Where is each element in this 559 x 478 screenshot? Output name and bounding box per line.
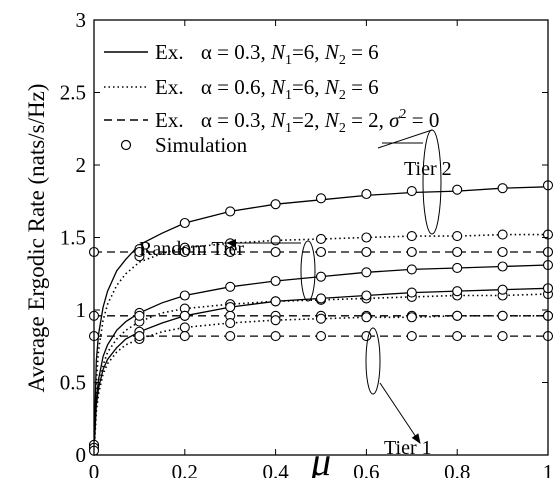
simulation-marker: [225, 246, 236, 258]
annotation-random-tier: Random Tier: [139, 238, 244, 260]
tier1-ellipse: [365, 327, 381, 395]
legend-entry-3: Ex. α = 0.3, N1=2, N2 = 2, σ2 = 0: [155, 107, 439, 136]
simulation-marker: [406, 264, 417, 275]
simulation-marker: [497, 261, 508, 272]
simulation-marker: [270, 235, 281, 246]
x-tick-label: 1: [543, 460, 554, 478]
x-tick-label: 0: [89, 460, 100, 478]
y-tick-label: 0.5: [60, 371, 86, 395]
simulation-marker: [497, 310, 508, 321]
x-tick-label: 0.2: [172, 460, 198, 478]
simulation-marker: [361, 312, 372, 323]
simulation-marker: [134, 331, 145, 342]
simulation-marker: [270, 315, 281, 326]
simulation-marker: [497, 284, 508, 295]
simulation-marker: [134, 246, 145, 258]
simulation-marker: [361, 267, 372, 278]
y-tick-label: 2: [76, 153, 87, 177]
simulation-marker: [406, 231, 417, 242]
simulation-marker: [361, 290, 372, 301]
simulation-marker: [179, 290, 190, 301]
y-tick-label: 0: [76, 443, 87, 467]
simulation-marker: [406, 246, 417, 258]
simulation-marker: [315, 313, 327, 324]
annotation-tier2: Tier 2: [404, 158, 452, 180]
series-line-dotted-random-tier: [93, 293, 549, 453]
y-tick-label: 1.5: [60, 226, 86, 250]
simulation-markers: [88, 180, 554, 456]
legend-entry-4: Simulation: [155, 133, 248, 157]
simulation-marker: [497, 246, 508, 258]
simulation-marker: [134, 310, 145, 321]
series-line-solid-tier-2: [93, 186, 549, 451]
simulation-marker: [452, 184, 463, 195]
y-axis-label: Average Ergodic Rate (nats/s/Hz): [24, 84, 49, 393]
simulation-marker: [225, 331, 236, 342]
simulation-marker: [452, 246, 463, 258]
simulation-marker: [315, 246, 327, 258]
series-line-dotted-tier-1: [93, 315, 548, 453]
simulation-marker: [315, 271, 327, 282]
simulation-marker: [179, 310, 190, 321]
simulation-marker: [497, 229, 508, 240]
y-tick-label: 1: [76, 298, 87, 322]
x-axis-label: μ: [310, 439, 331, 478]
simulation-marker: [361, 188, 372, 200]
simulation-marker: [270, 275, 281, 287]
tier1-arrow: [379, 382, 421, 444]
simulation-marker: [406, 287, 417, 298]
tier2-arrow-shaft: [377, 129, 433, 149]
simulation-marker: [179, 322, 190, 333]
x-tick-label: 0.4: [262, 460, 289, 478]
x-tick-label: 0.8: [444, 460, 470, 478]
legend-entry-1: Ex. α = 0.3, N1=6, N2 = 6: [155, 40, 379, 68]
simulation-marker: [225, 317, 236, 329]
simulation-marker: [406, 331, 417, 342]
simulation-marker: [270, 246, 281, 258]
series-line-solid-random-tier: [93, 264, 549, 451]
simulation-marker: [406, 186, 417, 197]
simulation-marker: [497, 183, 508, 194]
annotation-tier1: Tier 1: [384, 437, 432, 459]
simulation-marker: [361, 246, 372, 258]
random-tier-ellipse: [300, 240, 316, 302]
x-tick-label: 0.6: [353, 460, 379, 478]
simulation-marker: [452, 262, 463, 274]
y-tick-label: 2.5: [60, 81, 86, 105]
simulation-marker: [179, 217, 190, 229]
simulation-marker: [270, 331, 281, 342]
series-layer: [93, 186, 549, 453]
y-tick-label: 3: [76, 8, 87, 32]
simulation-marker: [225, 302, 236, 313]
legend: Ex. α = 0.3, N1=6, N2 = 6 Ex. α = 0.6, N…: [104, 40, 439, 157]
simulation-marker: [406, 312, 417, 323]
legend-marker-circle: [120, 139, 132, 151]
tier2-ellipse: [422, 129, 442, 235]
simulation-marker: [361, 232, 372, 243]
simulation-marker: [452, 286, 463, 297]
simulation-marker: [497, 331, 508, 342]
simulation-marker: [179, 331, 190, 342]
simulation-marker: [315, 193, 327, 204]
simulation-marker: [315, 233, 327, 244]
simulation-marker: [270, 296, 281, 307]
simulation-marker: [225, 206, 236, 217]
simulation-marker: [270, 199, 281, 210]
simulation-marker: [315, 293, 327, 304]
legend-entry-2: Ex. α = 0.6, N1=6, N2 = 6: [155, 75, 379, 103]
simulation-marker: [225, 281, 236, 292]
series-line-dotted-tier-2: [93, 233, 548, 453]
axis-ticks: 0 0.2 0.4 0.6 0.8 1 0 0.5 1 1.5 2 2.5 3: [60, 8, 554, 478]
simulation-marker: [179, 246, 190, 258]
simulation-marker: [452, 231, 463, 242]
simulation-marker: [452, 331, 463, 342]
series-line-solid-tier-1: [93, 287, 549, 451]
simulation-marker: [452, 310, 463, 321]
simulation-marker: [315, 331, 327, 342]
annotations: Tier 2 Random Tier Tier 1: [139, 129, 452, 459]
